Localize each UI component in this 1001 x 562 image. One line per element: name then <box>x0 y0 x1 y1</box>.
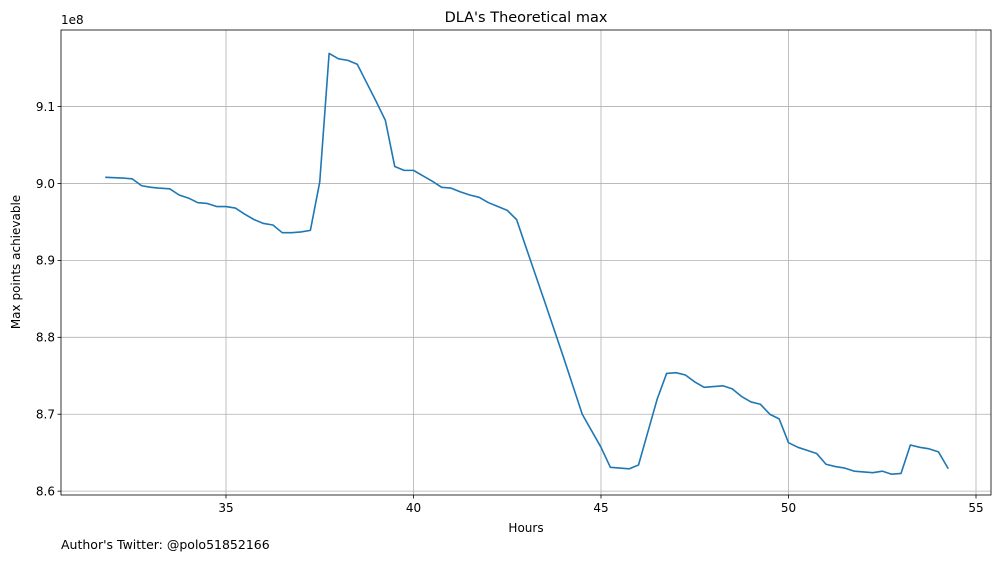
y-tick-label: 8.9 <box>36 254 55 268</box>
grid-lines <box>61 30 991 495</box>
y-tick-label: 9.1 <box>36 100 55 114</box>
x-tick-label: 35 <box>218 501 233 515</box>
chart-title: DLA's Theoretical max <box>445 10 608 26</box>
x-axis-label: Hours <box>508 521 543 535</box>
x-tick-label: 40 <box>406 501 421 515</box>
series-layer <box>105 52 949 476</box>
x-tick-label: 50 <box>781 501 796 515</box>
y-offset-label: 1e8 <box>61 13 84 27</box>
y-tick-label: 8.6 <box>36 484 55 498</box>
y-axis-label: Max points achievable <box>9 195 23 329</box>
axis-ticks: 35 40 45 50 55 8.6 8.7 8.8 8.9 9.0 9.1 <box>36 100 984 515</box>
y-tick-label: 8.8 <box>36 331 55 345</box>
y-tick-label: 9.0 <box>36 177 55 191</box>
series-line <box>105 52 949 476</box>
x-tick-label: 55 <box>968 501 983 515</box>
y-tick-label: 8.7 <box>36 408 55 422</box>
plot-frame <box>60 29 992 496</box>
x-tick-label: 45 <box>593 501 608 515</box>
author-footer: Author's Twitter: @polo51852166 <box>61 537 270 552</box>
